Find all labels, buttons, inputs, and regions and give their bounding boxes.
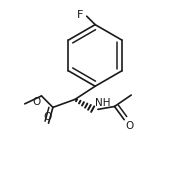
Text: F: F [77,10,83,20]
Text: O: O [43,112,52,122]
Text: O: O [32,97,41,107]
Text: O: O [125,121,133,131]
Text: NH: NH [95,98,111,108]
